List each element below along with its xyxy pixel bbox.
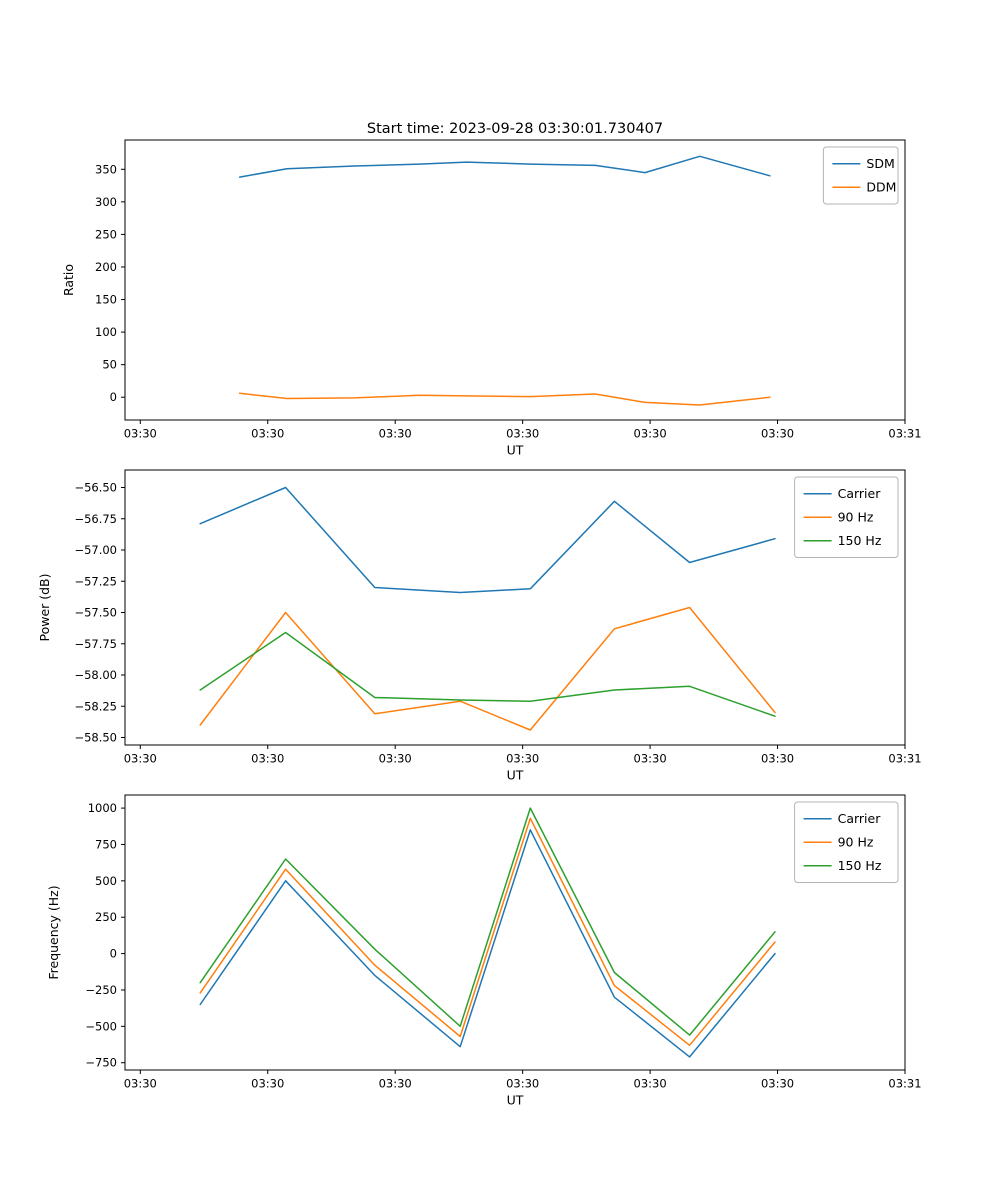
y-tick-label: 0 — [110, 947, 117, 961]
series-line-150-hz — [199, 631, 776, 717]
y-tick-label: 200 — [95, 260, 117, 274]
y-tick-label: 100 — [95, 325, 117, 339]
x-tick-label: 03:30 — [379, 752, 412, 766]
series-line-90-hz — [199, 606, 776, 731]
x-tick-label: 03:30 — [634, 427, 667, 441]
x-axis-label: UT — [507, 443, 524, 458]
y-tick-label: 0 — [110, 390, 117, 404]
y-axis-label: Frequency (Hz) — [46, 885, 61, 979]
legend: Carrier 90 Hz 150 Hz — [794, 801, 899, 883]
x-tick-label: 03:30 — [124, 1077, 157, 1091]
x-tick-label: 03:30 — [761, 1077, 794, 1091]
x-tick-label: 03:30 — [251, 427, 284, 441]
x-tick-label: 03:30 — [251, 752, 284, 766]
x-tick-label: 03:30 — [506, 752, 539, 766]
x-tick-label: 03:30 — [124, 427, 157, 441]
y-tick-label: 250 — [95, 910, 117, 924]
legend-box — [822, 146, 899, 205]
y-tick-label: −57.25 — [74, 574, 117, 588]
y-tick-label: −56.75 — [74, 512, 117, 526]
legend-label: Carrier — [838, 486, 882, 501]
y-tick-label: 500 — [95, 874, 117, 888]
legend-box — [794, 476, 899, 558]
x-axis-label: UT — [507, 1093, 524, 1108]
y-tick-label: 300 — [95, 195, 117, 209]
legend-label: 90 Hz — [838, 835, 874, 850]
series-line-carrier — [199, 829, 776, 1058]
subplot-2: −58.50 −58.25 −58.00 −57.75 −57.50 −57.25 −57.… — [37, 469, 922, 783]
y-tick-label: −58.00 — [74, 668, 117, 682]
series-line-90-hz — [199, 817, 776, 1047]
axes-box — [124, 139, 906, 421]
y-tick-label: −57.50 — [74, 606, 117, 620]
x-tick-label: 03:31 — [888, 1077, 921, 1091]
y-tick-label: −57.75 — [74, 637, 117, 651]
x-tick-label: 03:30 — [506, 427, 539, 441]
x-tick-label: 03:30 — [761, 752, 794, 766]
legend-label: DDM — [866, 180, 896, 195]
x-axis-label: UT — [507, 768, 524, 783]
y-tick-label: −750 — [85, 1056, 117, 1070]
x-tick-label: 03:30 — [124, 752, 157, 766]
series-line-ddm — [238, 392, 771, 406]
legend-label: Carrier — [838, 811, 882, 826]
x-tick-label: 03:30 — [379, 427, 412, 441]
legend: SDM DDM — [822, 146, 899, 205]
x-tick-label: 03:30 — [761, 427, 794, 441]
y-axis-label: Ratio — [61, 264, 76, 296]
y-tick-label: −250 — [85, 983, 117, 997]
series-line-carrier — [199, 486, 776, 594]
series-line-sdm — [238, 155, 771, 178]
y-tick-label: −58.25 — [74, 699, 117, 713]
x-tick-label: 03:30 — [379, 1077, 412, 1091]
y-tick-label: 350 — [95, 162, 117, 176]
y-tick-label: 1000 — [88, 801, 117, 815]
subplot-1: 0 50 100 150 200 250 300 350 03:30 03:30 03:30 03:3… — [61, 139, 922, 458]
y-tick-label: 750 — [95, 837, 117, 851]
y-tick-label: 50 — [102, 358, 117, 372]
y-tick-label: −500 — [85, 1019, 117, 1033]
x-tick-label: 03:30 — [634, 752, 667, 766]
subplot-3: −750 −500 −250 0 250 500 750 1000 03:30 03:30 03:3… — [46, 794, 922, 1108]
y-tick-label: −57.00 — [74, 543, 117, 557]
x-tick-label: 03:31 — [888, 427, 921, 441]
y-tick-label: −56.50 — [74, 481, 117, 495]
figure-title: Start time: 2023-09-28 03:30:01.730407 — [366, 121, 664, 137]
legend-label: 150 Hz — [838, 533, 882, 548]
y-tick-label: −58.50 — [74, 731, 117, 745]
legend: Carrier 90 Hz 150 Hz — [794, 476, 899, 558]
x-tick-label: 03:30 — [251, 1077, 284, 1091]
legend-label: 90 Hz — [838, 510, 874, 525]
legend-label: 150 Hz — [838, 858, 882, 873]
x-tick-label: 03:30 — [506, 1077, 539, 1091]
series-line-150-hz — [199, 807, 776, 1036]
x-tick-label: 03:31 — [888, 752, 921, 766]
axes-box — [124, 469, 906, 746]
x-tick-label: 03:30 — [634, 1077, 667, 1091]
legend-box — [794, 801, 899, 883]
y-tick-label: 250 — [95, 227, 117, 241]
legend-label: SDM — [866, 156, 894, 171]
y-axis-label: Power (dB) — [37, 573, 52, 641]
y-tick-label: 150 — [95, 293, 117, 307]
axes-box — [124, 794, 906, 1071]
